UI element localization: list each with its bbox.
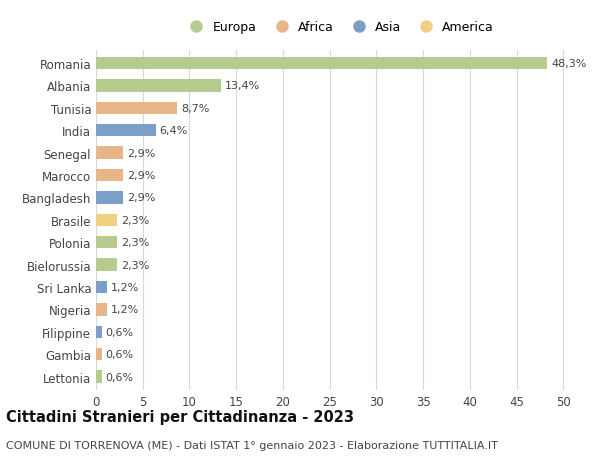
Text: 8,7%: 8,7% [181,104,209,113]
Bar [96,169,123,182]
Text: COMUNE DI TORRENOVA (ME) - Dati ISTAT 1° gennaio 2023 - Elaborazione TUTTITALIA.: COMUNE DI TORRENOVA (ME) - Dati ISTAT 1°… [6,440,498,450]
Text: 0,6%: 0,6% [106,349,133,359]
Bar [96,236,118,249]
Bar [96,214,118,226]
Bar [96,348,101,360]
Text: 2,3%: 2,3% [121,260,149,270]
Text: 0,6%: 0,6% [106,372,133,382]
Text: 1,2%: 1,2% [111,305,139,315]
Text: 2,9%: 2,9% [127,171,155,181]
Legend: Europa, Africa, Asia, America: Europa, Africa, Asia, America [179,16,499,39]
Bar [96,281,107,293]
Bar [96,192,123,204]
Bar [96,147,123,159]
Text: 13,4%: 13,4% [225,81,260,91]
Text: 2,9%: 2,9% [127,193,155,203]
Bar [96,303,107,316]
Bar [96,102,178,115]
Text: 2,9%: 2,9% [127,148,155,158]
Bar [96,259,118,271]
Bar [96,370,101,383]
Text: Cittadini Stranieri per Cittadinanza - 2023: Cittadini Stranieri per Cittadinanza - 2… [6,409,354,425]
Bar [96,80,221,92]
Text: 2,3%: 2,3% [121,215,149,225]
Text: 1,2%: 1,2% [111,282,139,292]
Bar [96,326,101,338]
Bar [96,58,547,70]
Text: 6,4%: 6,4% [160,126,188,136]
Text: 0,6%: 0,6% [106,327,133,337]
Text: 48,3%: 48,3% [551,59,587,69]
Bar [96,125,156,137]
Text: 2,3%: 2,3% [121,238,149,248]
